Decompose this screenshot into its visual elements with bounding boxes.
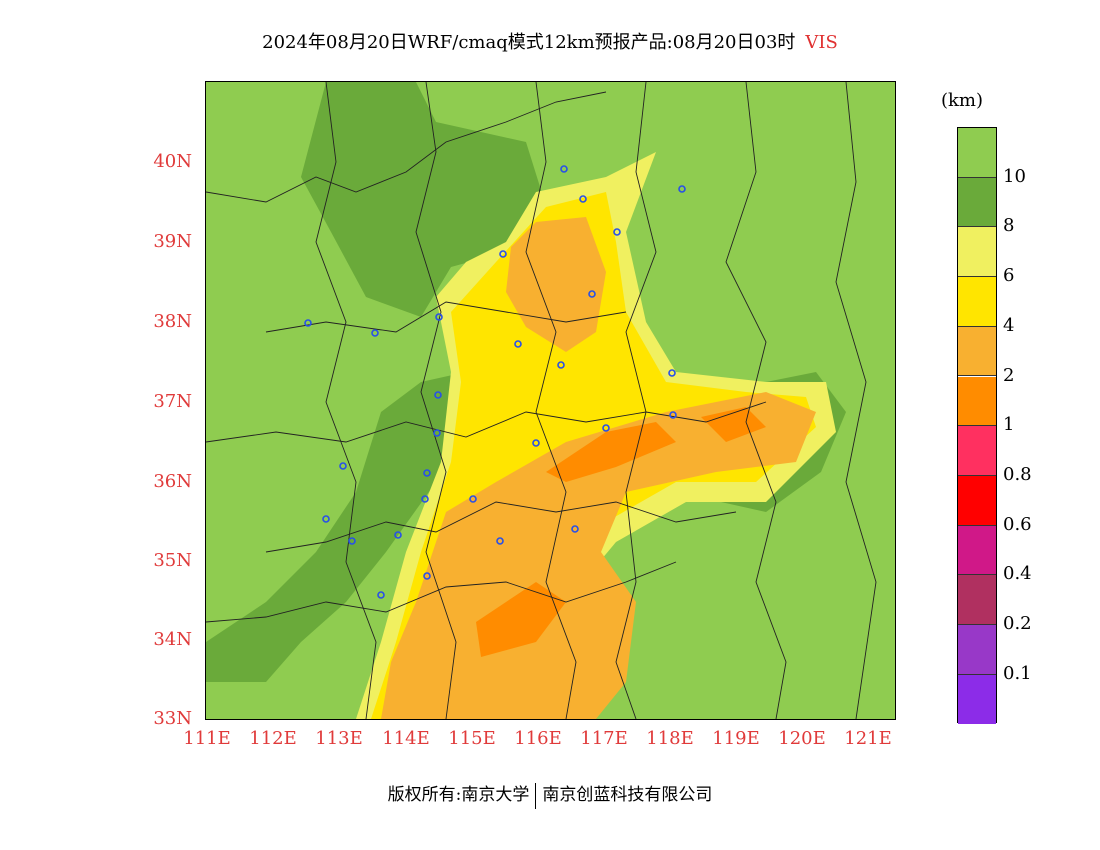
copyright-right: 南京创蓝科技有限公司 xyxy=(542,785,713,805)
colorbar-label: 4 xyxy=(1003,314,1015,336)
admin-boundaries xyxy=(206,82,877,719)
city-marker xyxy=(433,429,441,437)
city-marker xyxy=(514,340,522,348)
colorbar-label: 0.6 xyxy=(1003,513,1032,535)
lat-tick-label: 37N xyxy=(153,391,192,412)
lon-tick-label: 121E xyxy=(844,728,892,749)
lon-tick-label: 118E xyxy=(646,728,694,749)
lat-tick-label: 40N xyxy=(153,151,192,172)
lat-tick-label: 38N xyxy=(153,311,192,332)
city-marker xyxy=(532,439,540,447)
city-marker xyxy=(678,185,686,193)
dark-green-zone xyxy=(301,82,551,317)
lon-tick-label: 114E xyxy=(382,728,430,749)
lat-tick-label: 33N xyxy=(153,708,192,729)
lon-tick-label: 119E xyxy=(712,728,760,749)
city-marker xyxy=(434,391,442,399)
colorbar-swatch xyxy=(958,277,996,327)
city-marker xyxy=(469,495,477,503)
colorbar-label: 1 xyxy=(1003,414,1015,436)
colorbar-swatch xyxy=(958,475,996,526)
city-marker xyxy=(496,537,504,545)
city-marker xyxy=(557,361,565,369)
city-marker xyxy=(348,537,356,545)
colorbar xyxy=(957,127,997,725)
lat-tick-label: 36N xyxy=(153,471,192,492)
city-marker xyxy=(669,411,677,419)
chart-title: 2024年08月20日WRF/cmaq模式12km预报产品:08月20日03时 V… xyxy=(0,28,1100,54)
colorbar-swatch xyxy=(958,376,996,427)
copyright-left: 版权所有:南京大学 xyxy=(387,785,530,805)
city-marker xyxy=(394,531,402,539)
colorbar-label: 0.2 xyxy=(1003,613,1032,634)
colorbar-swatch xyxy=(958,177,996,228)
colorbar-swatch xyxy=(958,674,996,725)
colorbar-swatch xyxy=(958,326,996,377)
deep-orange-zone xyxy=(476,582,566,657)
lon-tick-label: 111E xyxy=(183,728,231,749)
visibility-field xyxy=(206,82,895,719)
colorbar-label: 8 xyxy=(1003,215,1015,237)
city-marker xyxy=(613,228,621,236)
colorbar-label: 10 xyxy=(1003,165,1026,187)
colorbar-label: 0.8 xyxy=(1003,463,1032,485)
dark-green-zone xyxy=(206,372,486,682)
lon-tick-label: 115E xyxy=(448,728,496,749)
colorbar-label: 0.4 xyxy=(1003,563,1032,585)
title-text: 2024年08月20日WRF/cmaq模式12km预报产品:08月20日03时 xyxy=(262,32,796,53)
colorbar-swatch xyxy=(958,575,996,625)
city-markers xyxy=(304,165,686,599)
deep-orange-zone xyxy=(546,422,676,482)
city-marker xyxy=(602,424,610,432)
lon-tick-label: 120E xyxy=(778,728,826,749)
lon-tick-label: 113E xyxy=(315,728,363,749)
lat-tick-label: 39N xyxy=(153,231,192,252)
city-marker xyxy=(668,369,676,377)
city-marker xyxy=(571,525,579,533)
city-marker xyxy=(435,313,443,321)
map-plot-area xyxy=(205,81,896,720)
lon-tick-label: 112E xyxy=(249,728,297,749)
lon-tick-label: 117E xyxy=(580,728,628,749)
colorbar-swatch xyxy=(958,128,996,178)
colorbar-swatch xyxy=(958,525,996,576)
copyright-footer: 版权所有:南京大学 南京创蓝科技有限公司 xyxy=(0,780,1100,809)
title-variable: VIS xyxy=(805,32,838,53)
colorbar-label: 2 xyxy=(1003,364,1015,386)
city-marker xyxy=(579,195,587,203)
lon-tick-label: 116E xyxy=(514,728,562,749)
colorbar-swatch xyxy=(958,625,996,675)
city-marker xyxy=(499,250,507,258)
city-marker xyxy=(560,165,568,173)
legend-unit: (km) xyxy=(941,90,984,111)
colorbar-label: 0.1 xyxy=(1003,662,1032,684)
colorbar-swatch xyxy=(958,426,996,476)
city-marker xyxy=(371,329,379,337)
footer-separator xyxy=(535,782,537,809)
lat-tick-label: 34N xyxy=(153,629,192,650)
deep-orange-zone xyxy=(701,407,766,442)
city-marker xyxy=(423,572,431,580)
city-marker xyxy=(423,469,431,477)
colorbar-label: 6 xyxy=(1003,265,1015,287)
city-marker xyxy=(304,319,312,327)
lat-tick-label: 35N xyxy=(153,550,192,571)
orange-zone xyxy=(506,217,606,352)
city-marker xyxy=(377,591,385,599)
city-marker xyxy=(421,495,429,503)
colorbar-swatch xyxy=(958,227,996,278)
city-marker xyxy=(588,290,596,298)
city-marker xyxy=(322,515,330,523)
city-marker xyxy=(339,462,347,470)
